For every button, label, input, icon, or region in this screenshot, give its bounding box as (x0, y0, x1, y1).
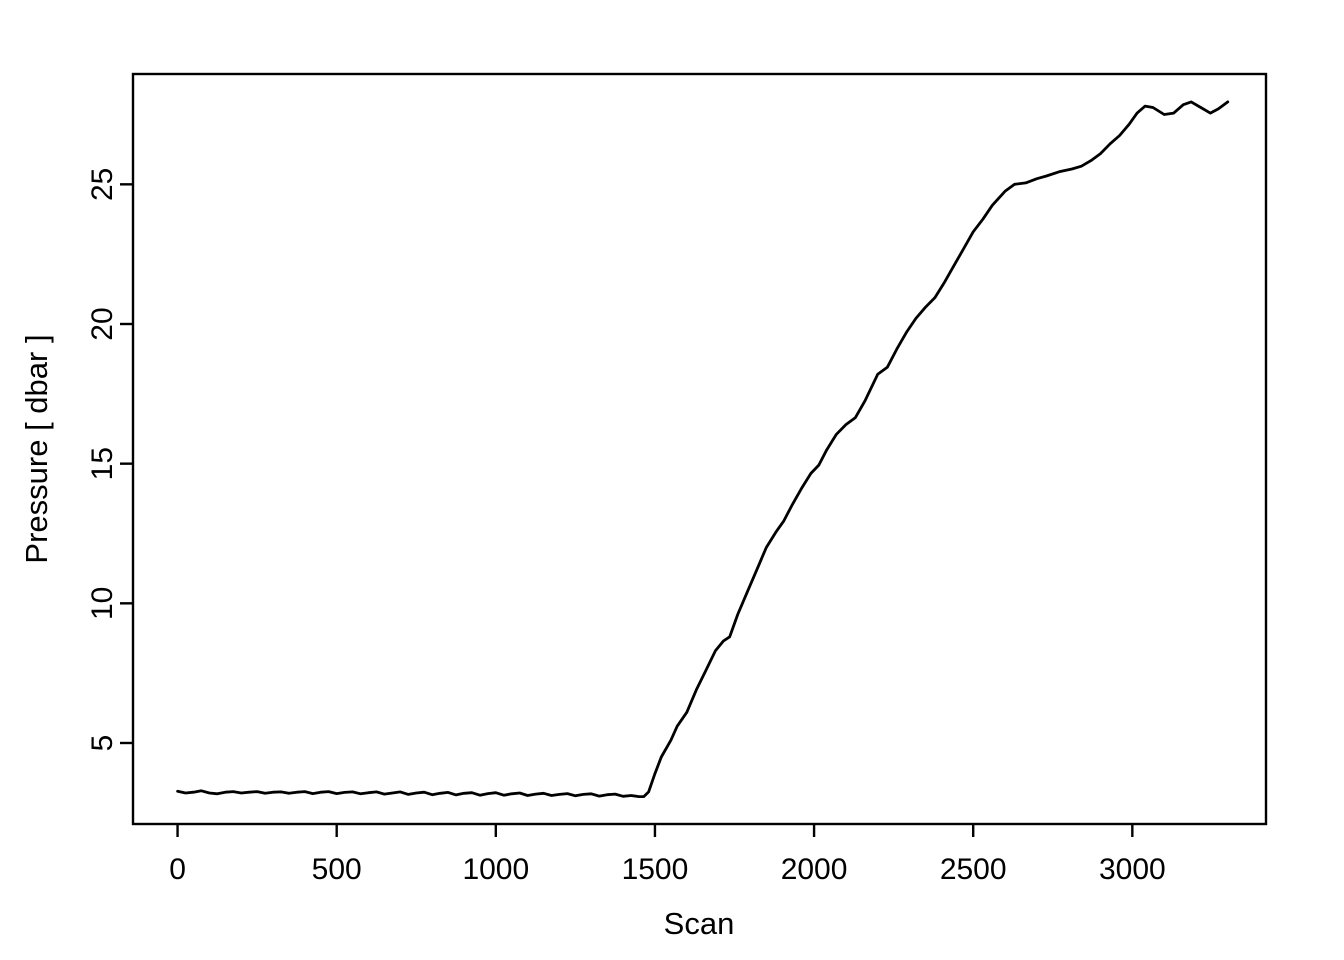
y-axis-tick-label: 25 (86, 168, 119, 201)
plot-border (131, 72, 1268, 826)
x-axis-tick-label: 2000 (781, 853, 848, 886)
y-axis-tick-label: 20 (86, 307, 119, 340)
x-axis-tick-label: 2500 (940, 853, 1007, 886)
x-axis-tick-label: 1000 (462, 853, 529, 886)
x-axis-ticks: 0 500 1000 1500 2000 2500 3000 (169, 824, 1166, 886)
data-series (176, 100, 1230, 798)
pressure-line (176, 100, 1230, 798)
y-axis-tick-label: 5 (86, 735, 119, 752)
x-axis-tick-label: 500 (312, 853, 362, 886)
x-axis-tick-label: 1500 (622, 853, 689, 886)
x-axis-title: Scan (664, 906, 735, 941)
y-axis-title: Pressure [ dbar ] (19, 334, 54, 563)
y-axis-ticks: 5 10 15 20 25 (86, 168, 133, 752)
x-axis-tick-label: 0 (169, 853, 186, 886)
y-axis-tick-label: 15 (86, 447, 119, 480)
y-axis-tick-label: 10 (86, 587, 119, 620)
x-axis-tick-label: 3000 (1099, 853, 1166, 886)
